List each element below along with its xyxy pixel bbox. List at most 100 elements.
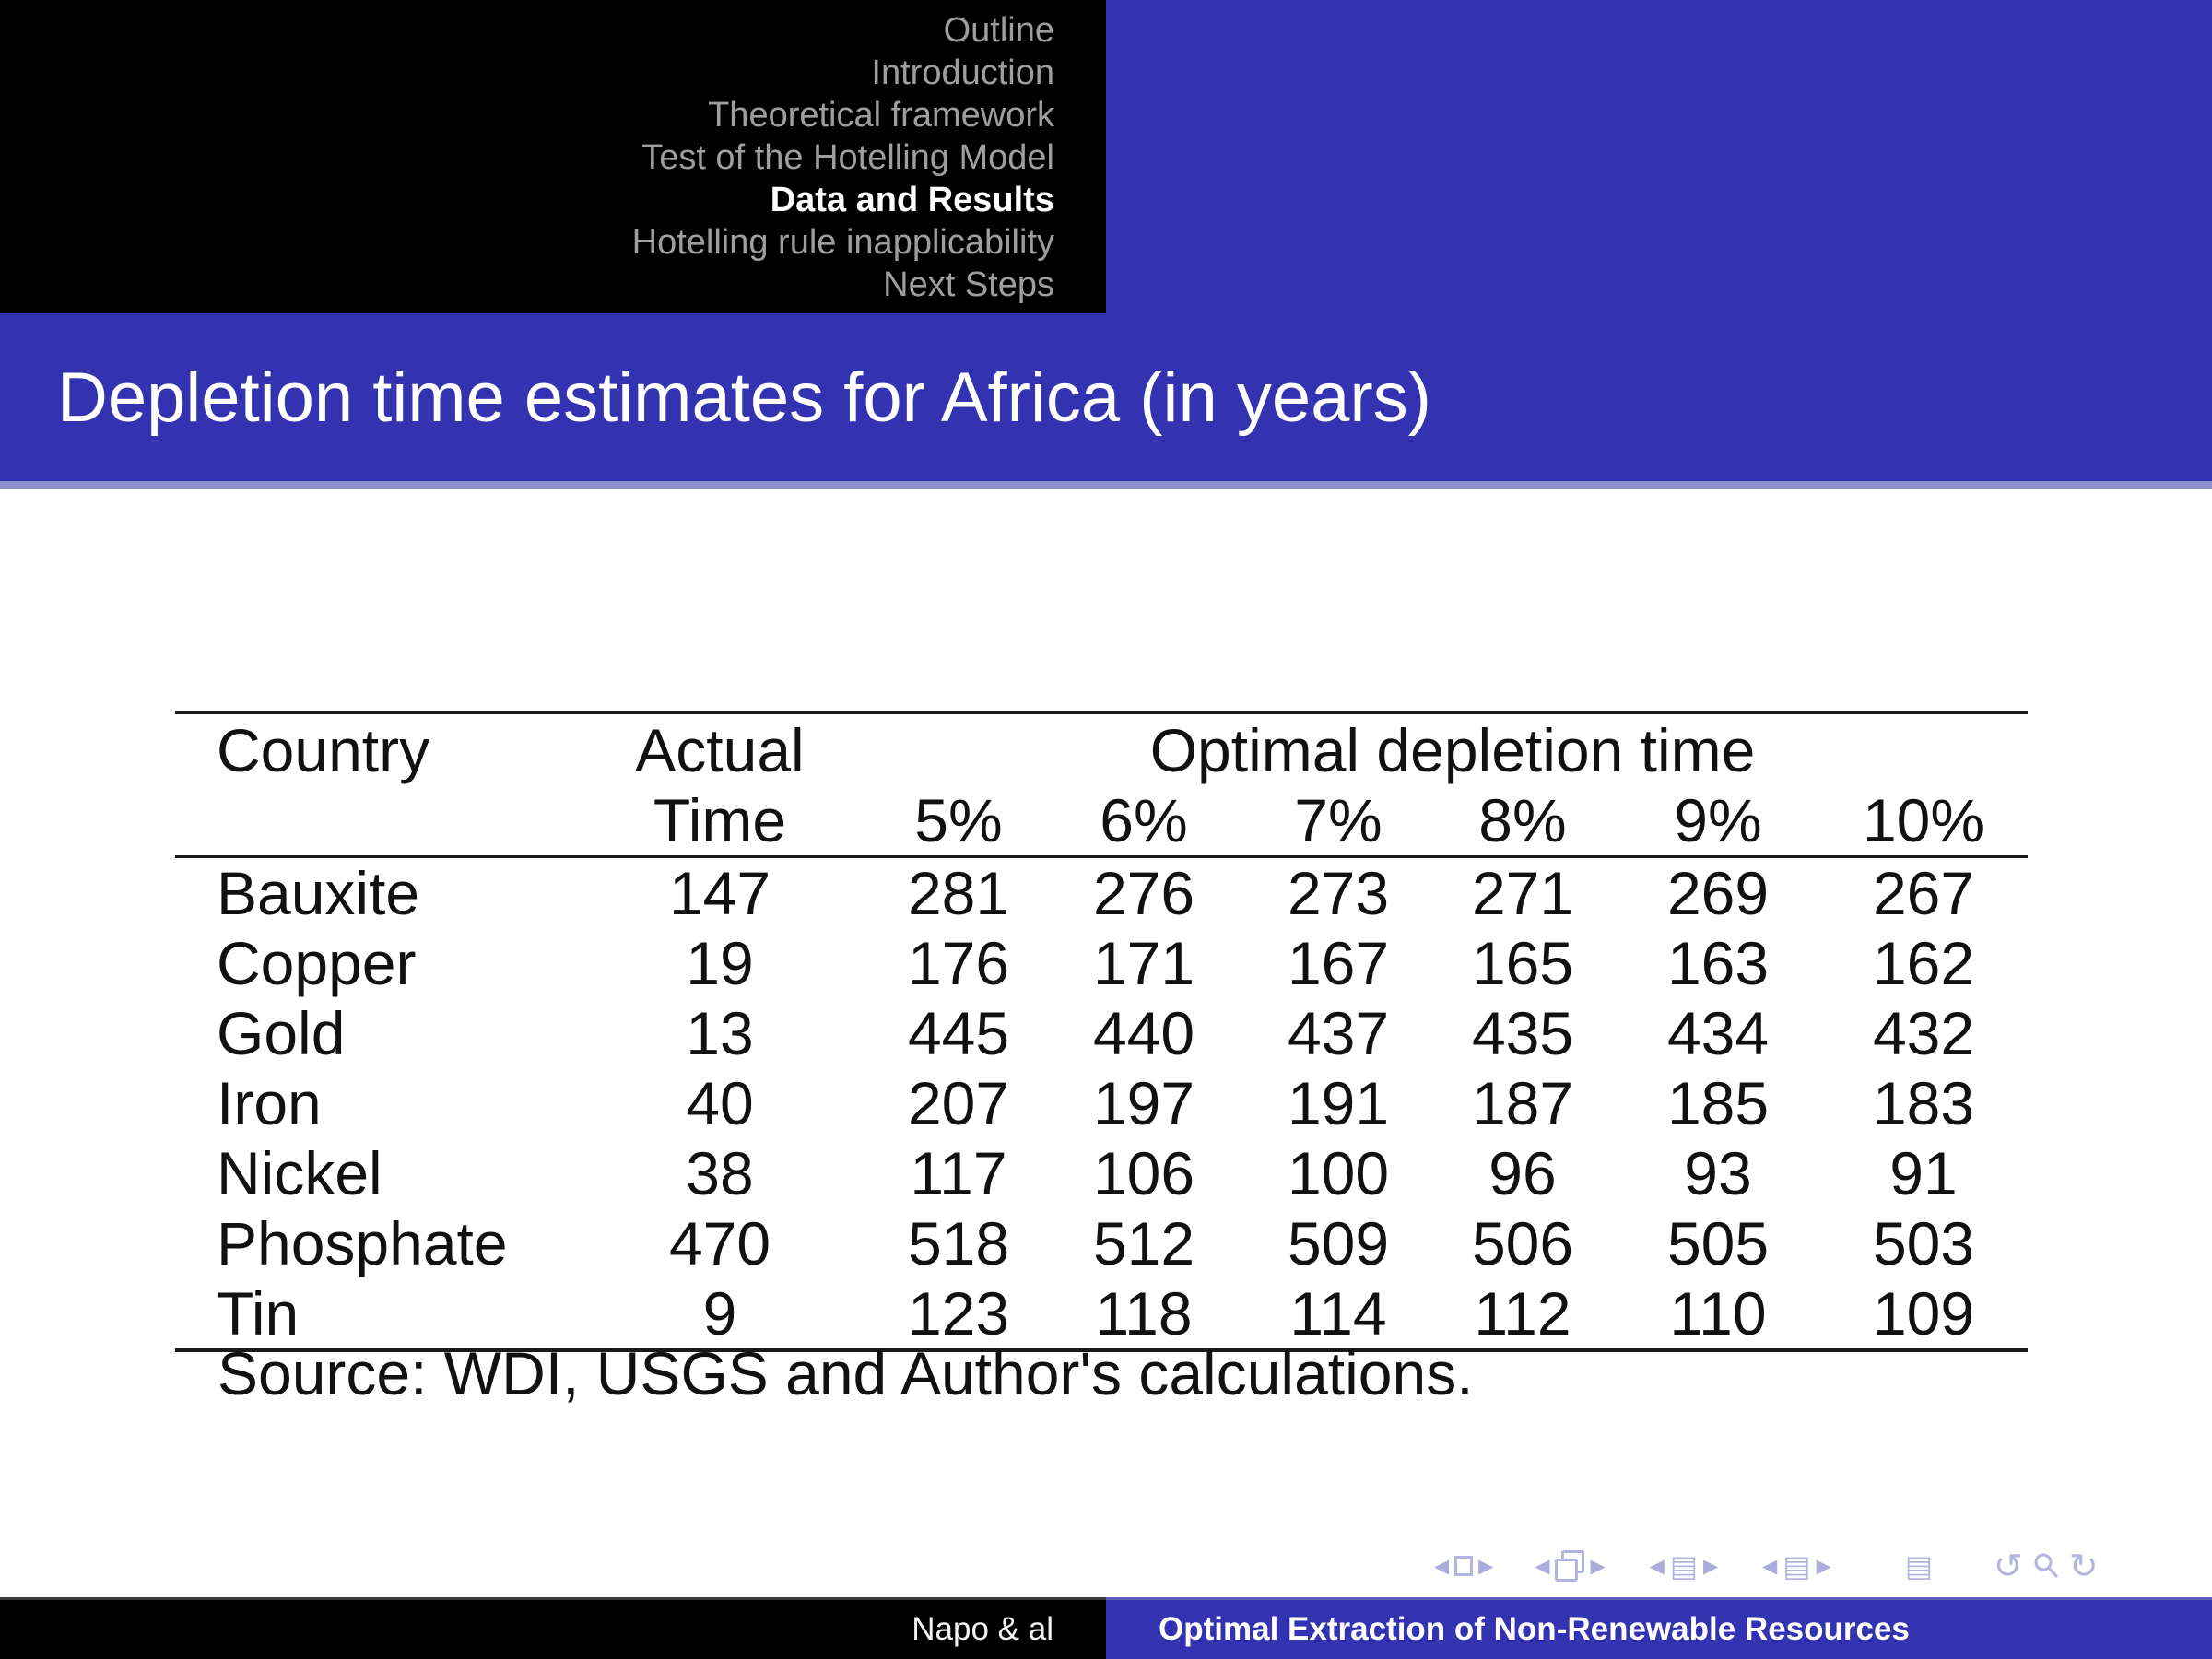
cell-optimal-time: 109: [1872, 1279, 1975, 1347]
column-header-rate: 10%: [1862, 786, 1985, 854]
cell-optimal-time: 93: [1684, 1139, 1752, 1207]
cell-actual-time: 147: [668, 859, 771, 927]
cell-optimal-time: 171: [1092, 929, 1195, 997]
cell-optimal-time: 432: [1872, 999, 1975, 1067]
footer-talk-title: Optimal Extraction of Non-Renewable Reso…: [1159, 1611, 1910, 1647]
cell-country: Iron: [217, 1069, 322, 1137]
column-header-rate: 9%: [1674, 786, 1762, 854]
cell-optimal-time: 506: [1471, 1209, 1574, 1277]
sidebar-nav-test-of-the-hotelling-model[interactable]: Test of the Hotelling Model: [641, 138, 1054, 177]
section-doc-icon[interactable]: ▤: [1783, 1548, 1811, 1583]
next-subsection-icon[interactable]: ▶: [1703, 1555, 1719, 1577]
appendix-doc-icon[interactable]: ▤: [1904, 1548, 1933, 1583]
cell-optimal-time: 167: [1287, 929, 1390, 997]
title-bar-shadow-strip: [0, 481, 2212, 489]
column-header-country: Country: [217, 715, 430, 784]
depletion-table-wrap: Country Actual Optimal depletion time Ti…: [175, 711, 2029, 1352]
frame-pages-icon[interactable]: [1555, 1550, 1585, 1582]
cell-optimal-time: 271: [1471, 859, 1574, 927]
cell-optimal-time: 112: [1474, 1279, 1571, 1347]
cell-actual-time: 40: [686, 1069, 754, 1137]
cell-optimal-time: 207: [907, 1069, 1010, 1137]
cell-optimal-time: 165: [1471, 929, 1574, 997]
source-note: Source: WDI, USGS and Author's calculati…: [218, 1339, 1474, 1407]
sidebar-nav-outline[interactable]: Outline: [943, 11, 1054, 50]
cell-optimal-time: 100: [1287, 1139, 1390, 1207]
next-frame-icon[interactable]: ▶: [1590, 1555, 1606, 1577]
column-header-rate: 8%: [1478, 786, 1567, 854]
table-header: Country Actual Optimal depletion time Ti…: [175, 712, 2029, 857]
header-section-nav: Outline Introduction Theoretical framework…: [0, 0, 1106, 313]
column-header-rate: 5%: [914, 786, 1003, 854]
subsection-doc-icon[interactable]: ▤: [1669, 1548, 1699, 1583]
cell-optimal-time: 434: [1666, 999, 1770, 1067]
prev-frame-icon[interactable]: ◀: [1535, 1555, 1550, 1577]
cell-optimal-time: 110: [1669, 1279, 1767, 1347]
table-row: Phosphate 470 518 512 509 506 505 503: [175, 1208, 2028, 1278]
cell-actual-time: 19: [686, 929, 754, 997]
cell-optimal-time: 187: [1471, 1069, 1574, 1137]
footer-title-box: Optimal Extraction of Non-Renewable Reso…: [1106, 1597, 2212, 1659]
cell-optimal-time: 440: [1092, 999, 1195, 1067]
sidebar-nav-data-and-results[interactable]: Data and Results: [770, 181, 1054, 219]
footer-bar: Napo & al Optimal Extraction of Non-Rene…: [0, 1597, 2212, 1659]
next-slide-icon[interactable]: ▶: [1478, 1555, 1494, 1577]
table-row: Iron 40 207 197 191 187 185 183: [175, 1068, 2028, 1138]
prev-slide-icon[interactable]: ◀: [1434, 1555, 1450, 1577]
footer-author-box: Napo & al: [0, 1597, 1106, 1659]
cell-optimal-time: 96: [1488, 1139, 1557, 1207]
cell-optimal-time: 117: [910, 1139, 1007, 1207]
cell-country: Tin: [217, 1279, 300, 1347]
cell-optimal-time: 276: [1092, 859, 1195, 927]
prev-subsection-icon[interactable]: ◀: [1649, 1555, 1665, 1577]
cell-optimal-time: 162: [1872, 929, 1975, 997]
sidebar-nav-hotelling-rule-inapplicability[interactable]: Hotelling rule inapplicability: [631, 223, 1054, 262]
depletion-table: Country Actual Optimal depletion time Ti…: [175, 711, 2029, 1352]
cell-optimal-time: 91: [1889, 1139, 1958, 1207]
cell-optimal-time: 435: [1471, 999, 1574, 1067]
search-magnifier-icon[interactable]: [2030, 1550, 2062, 1582]
forward-icon[interactable]: ↻: [2068, 1546, 2099, 1586]
column-header-time: Time: [653, 786, 787, 854]
table-row: Nickel 38 117 106 100 96 93 91: [175, 1138, 2028, 1208]
cell-optimal-time: 114: [1289, 1279, 1387, 1347]
table-row: Gold 13 445 440 437 435 434 432: [175, 998, 2028, 1068]
table-row: Bauxite 147 281 276 273 271 269 267: [175, 857, 2028, 929]
cell-optimal-time: 118: [1095, 1279, 1193, 1347]
beamer-navigation-bar: ◀ ▶ ◀ ▶ ◀ ▤ ▶ ◀ ▤ ▶ ▤ ↺ ↻: [1429, 1545, 2106, 1587]
prev-section-icon[interactable]: ◀: [1762, 1555, 1778, 1577]
cell-optimal-time: 503: [1872, 1209, 1975, 1277]
column-header-actual: Actual: [635, 715, 805, 784]
column-header-rate: 6%: [1100, 786, 1188, 854]
sidebar-nav-theoretical-framework[interactable]: Theoretical framework: [708, 96, 1054, 135]
cell-country: Copper: [217, 929, 417, 997]
cell-optimal-time: 281: [907, 859, 1010, 927]
cell-actual-time: 13: [686, 999, 754, 1067]
cell-optimal-time: 197: [1092, 1069, 1195, 1137]
cell-optimal-time: 163: [1666, 929, 1770, 997]
cell-country: Gold: [217, 999, 346, 1067]
footer-author: Napo & al: [912, 1611, 1053, 1647]
column-header-blank: [175, 785, 562, 857]
cell-optimal-time: 509: [1287, 1209, 1390, 1277]
cell-optimal-time: 512: [1092, 1209, 1195, 1277]
cell-actual-time: 9: [702, 1279, 737, 1347]
cell-optimal-time: 183: [1872, 1069, 1975, 1137]
cell-optimal-time: 106: [1092, 1139, 1195, 1207]
next-section-icon[interactable]: ▶: [1816, 1555, 1831, 1577]
table-row: Tin 9 123 118 114 112 110 109: [175, 1278, 2028, 1350]
page-title: Depletion time estimates for Africa (in …: [57, 358, 1431, 437]
frame-title-bar: Depletion time estimates for Africa (in …: [0, 313, 2212, 481]
slide-icon[interactable]: [1454, 1556, 1474, 1576]
cell-optimal-time: 191: [1287, 1069, 1390, 1137]
cell-country: Nickel: [217, 1139, 382, 1207]
sidebar-nav-introduction[interactable]: Introduction: [871, 53, 1054, 92]
back-icon[interactable]: ↺: [1993, 1546, 2023, 1586]
cell-optimal-time: 267: [1872, 859, 1975, 927]
sidebar-nav-next-steps[interactable]: Next Steps: [883, 265, 1054, 304]
cell-optimal-time: 505: [1666, 1209, 1770, 1277]
table-body: Bauxite 147 281 276 273 271 269 267 Copper 19 176 1…: [175, 857, 2029, 1350]
cell-country: Phosphate: [217, 1209, 508, 1277]
cell-optimal-time: 185: [1666, 1069, 1770, 1137]
